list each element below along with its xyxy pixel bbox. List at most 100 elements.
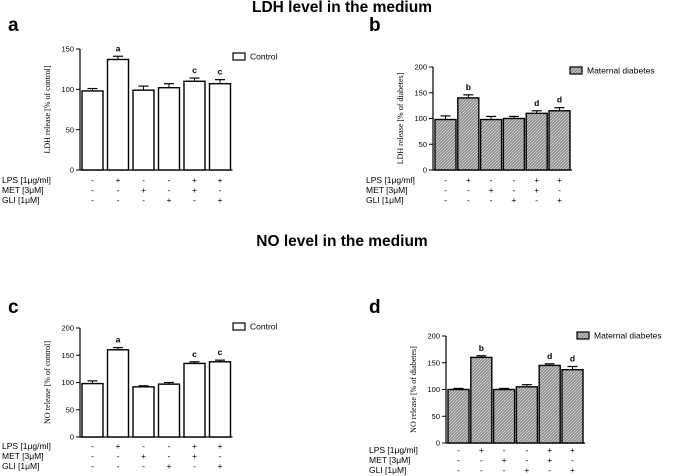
treatment-sign: - bbox=[142, 461, 145, 471]
bar bbox=[447, 388, 470, 444]
y-tick-label: 50 bbox=[432, 412, 440, 421]
treatment-sign: - bbox=[512, 185, 515, 195]
bar bbox=[183, 80, 206, 171]
treatment-label: GLI [1μM] bbox=[366, 195, 404, 205]
significance-label: b bbox=[479, 343, 484, 353]
treatment-sign: - bbox=[91, 451, 94, 461]
panel-label-b: b bbox=[369, 15, 381, 36]
treatment-sign: - bbox=[117, 185, 120, 195]
treatment-sign: - bbox=[503, 465, 506, 475]
y-axis-label: NO release [% of control] bbox=[43, 341, 52, 424]
treatment-sign: + bbox=[192, 451, 197, 461]
treatment-sign: - bbox=[142, 175, 145, 185]
y-tick-label: 200 bbox=[414, 63, 427, 72]
y-tick-label: 150 bbox=[61, 45, 74, 54]
treatment-label: MET [3μM] bbox=[2, 451, 44, 461]
treatment-sign: - bbox=[219, 185, 222, 195]
treatment-sign: - bbox=[571, 455, 574, 465]
y-tick-label: 50 bbox=[66, 125, 74, 134]
treatment-sign: - bbox=[535, 195, 538, 205]
treatment-sign: + bbox=[192, 175, 197, 185]
bar bbox=[208, 361, 232, 438]
treatment-sign: + bbox=[534, 185, 539, 195]
chart-panel-b: 0 50 100 150 200 LDH release [% of diabetes] -… bbox=[366, 63, 655, 205]
treatment-sign: + bbox=[557, 195, 562, 205]
y-tick-label: 100 bbox=[427, 385, 440, 394]
y-tick-label: 100 bbox=[414, 114, 427, 123]
treatment-sign: - bbox=[168, 185, 171, 195]
significance-label: c bbox=[192, 349, 197, 359]
y-tick-label: 100 bbox=[61, 378, 74, 387]
significance-label: d bbox=[534, 98, 539, 108]
treatment-sign: + bbox=[167, 195, 172, 205]
treatment-label: GLI [1μM] bbox=[2, 461, 40, 471]
treatment-sign: + bbox=[534, 175, 539, 185]
treatment-sign: - bbox=[444, 175, 447, 185]
treatment-sign: + bbox=[479, 445, 484, 455]
bar bbox=[548, 110, 571, 171]
treatment-sign: + bbox=[502, 455, 507, 465]
treatment-sign: - bbox=[490, 195, 493, 205]
significance-label: c bbox=[218, 347, 223, 357]
y-axis-label: LDH release [% of diabetes] bbox=[396, 72, 405, 164]
legend-swatch bbox=[576, 331, 590, 340]
treatment-sign: - bbox=[503, 445, 506, 455]
treatment-sign: + bbox=[218, 195, 223, 205]
legend-swatch bbox=[569, 66, 583, 75]
bar bbox=[515, 386, 539, 444]
ldh-section-title: LDH level in the medium bbox=[251, 0, 432, 16]
bar bbox=[157, 87, 181, 171]
treatment-sign: - bbox=[558, 185, 561, 195]
treatment-label: LPS [1μg/ml] bbox=[2, 441, 51, 451]
treatment-sign: - bbox=[117, 451, 120, 461]
bar bbox=[457, 97, 480, 171]
treatment-sign: + bbox=[524, 465, 529, 475]
bar bbox=[525, 112, 548, 171]
significance-label: c bbox=[218, 67, 223, 77]
y-tick-label: 50 bbox=[419, 140, 427, 149]
panel-label-a: a bbox=[8, 15, 19, 36]
legend-label: Control bbox=[250, 52, 278, 62]
significance-label: b bbox=[466, 82, 471, 92]
treatment-label: LPS [1μg/ml] bbox=[366, 175, 415, 185]
treatment-sign: - bbox=[91, 461, 94, 471]
treatment-label: LPS [1μg/ml] bbox=[2, 175, 51, 185]
no-section-title: NO level in the medium bbox=[256, 233, 428, 250]
bar bbox=[538, 364, 561, 444]
significance-label: d bbox=[557, 95, 562, 105]
y-tick-label: 150 bbox=[427, 358, 440, 367]
y-tick-label: 150 bbox=[61, 351, 74, 360]
significance-label: d bbox=[570, 353, 575, 363]
significance-label: c bbox=[192, 65, 197, 75]
y-axis-label: LDH release [% of control] bbox=[43, 65, 52, 153]
treatment-sign: + bbox=[547, 455, 552, 465]
treatment-sign: + bbox=[116, 441, 121, 451]
y-tick-label: 100 bbox=[61, 85, 74, 94]
treatment-sign: - bbox=[142, 195, 145, 205]
treatment-sign: + bbox=[218, 461, 223, 471]
bar bbox=[183, 362, 206, 438]
treatment-sign: - bbox=[168, 175, 171, 185]
treatment-sign: + bbox=[218, 175, 223, 185]
significance-label: d bbox=[547, 351, 552, 361]
legend-label: Maternal diabetes bbox=[587, 66, 655, 76]
bar bbox=[81, 90, 104, 171]
treatment-label: LPS [1μg/ml] bbox=[369, 445, 418, 455]
treatment-sign: - bbox=[117, 195, 120, 205]
bar bbox=[106, 349, 130, 438]
treatment-sign: - bbox=[193, 461, 196, 471]
y-tick-label: 0 bbox=[436, 439, 440, 448]
panel-label-d: d bbox=[369, 297, 381, 318]
treatment-sign: - bbox=[548, 465, 551, 475]
bar bbox=[81, 382, 104, 438]
significance-label: a bbox=[116, 335, 121, 345]
treatment-sign: + bbox=[489, 185, 494, 195]
bar bbox=[502, 117, 526, 171]
treatment-sign: + bbox=[547, 445, 552, 455]
treatment-sign: + bbox=[570, 465, 575, 475]
y-tick-label: 200 bbox=[61, 324, 74, 333]
